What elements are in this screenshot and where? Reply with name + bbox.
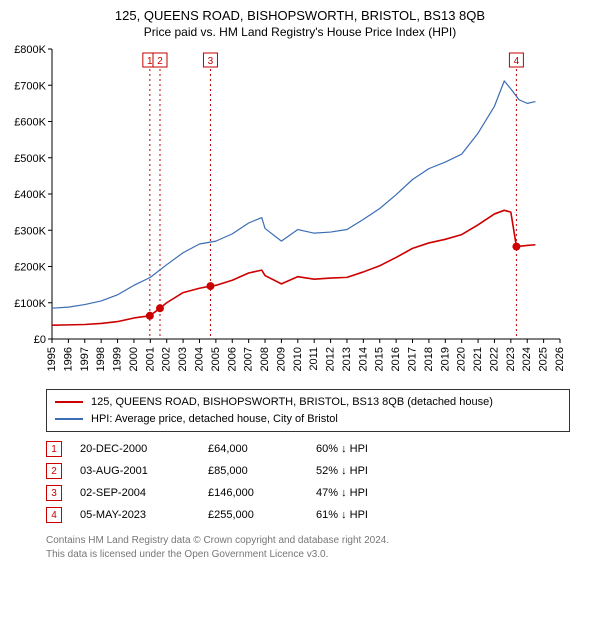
event-row: 3 02-SEP-2004 £146,000 47% ↓ HPI: [46, 482, 570, 504]
y-tick-label: £600K: [14, 117, 46, 129]
event-date: 20-DEC-2000: [80, 443, 190, 455]
page-title: 125, QUEENS ROAD, BISHOPSWORTH, BRISTOL,…: [8, 8, 592, 23]
x-tick-label: 2016: [390, 347, 402, 371]
footer-line1: Contains HM Land Registry data © Crown c…: [46, 534, 570, 548]
footer: Contains HM Land Registry data © Crown c…: [46, 534, 570, 562]
event-number: 1: [46, 441, 62, 457]
x-tick-label: 2024: [521, 347, 533, 371]
x-tick-label: 2012: [325, 347, 337, 371]
x-tick-label: 2021: [472, 347, 484, 371]
series-marker: [156, 304, 164, 312]
x-tick-label: 2000: [128, 347, 140, 371]
series-hpi: [52, 81, 535, 308]
x-tick-label: 1998: [95, 347, 107, 371]
event-date: 02-SEP-2004: [80, 487, 190, 499]
y-tick-label: £300K: [14, 225, 46, 237]
y-tick-label: £0: [34, 334, 46, 346]
page-subtitle: Price paid vs. HM Land Registry's House …: [8, 25, 592, 39]
x-tick-label: 2009: [275, 347, 287, 371]
event-number: 2: [46, 463, 62, 479]
x-tick-label: 1999: [112, 347, 124, 371]
y-tick-label: £500K: [14, 153, 46, 165]
x-tick-label: 2005: [210, 347, 222, 371]
y-tick-label: £100K: [14, 298, 46, 310]
x-tick-label: 2026: [554, 347, 566, 371]
y-tick-label: £700K: [14, 80, 46, 92]
x-tick-label: 1997: [79, 347, 91, 371]
legend-label: HPI: Average price, detached house, City…: [91, 411, 338, 428]
x-tick-label: 2011: [308, 347, 320, 371]
event-price: £64,000: [208, 443, 298, 455]
event-row: 1 20-DEC-2000 £64,000 60% ↓ HPI: [46, 438, 570, 460]
chart: £0 £100K £200K £300K £400K £500K £600K £700K £80…: [8, 45, 592, 385]
legend-swatch: [55, 401, 83, 403]
event-date: 03-AUG-2001: [80, 465, 190, 477]
x-tick-label: 2025: [538, 347, 550, 371]
y-tick-label: £400K: [14, 189, 46, 201]
marker-number: 3: [208, 56, 214, 67]
series-property: [52, 210, 535, 325]
series-marker: [206, 282, 214, 290]
event-price: £85,000: [208, 465, 298, 477]
x-tick-label: 2007: [243, 347, 255, 371]
x-tick-label: 2004: [193, 347, 205, 371]
x-tick-label: 2015: [374, 347, 386, 371]
x-tick-label: 2010: [292, 347, 304, 371]
legend-row: 125, QUEENS ROAD, BISHOPSWORTH, BRISTOL,…: [55, 394, 561, 411]
event-number: 4: [46, 507, 62, 523]
x-tick-label: 2018: [423, 347, 435, 371]
x-tick-label: 1995: [46, 347, 58, 371]
marker-number: 2: [157, 56, 163, 67]
x-tick-label: 2006: [226, 347, 238, 371]
marker-number: 1: [147, 56, 153, 67]
event-row: 2 03-AUG-2001 £85,000 52% ↓ HPI: [46, 460, 570, 482]
x-tick-label: 2019: [439, 347, 451, 371]
event-number: 3: [46, 485, 62, 501]
series-marker: [512, 243, 520, 251]
event-delta: 60% ↓ HPI: [316, 443, 570, 455]
legend-row: HPI: Average price, detached house, City…: [55, 411, 561, 428]
x-tick-label: 2008: [259, 347, 271, 371]
legend-swatch: [55, 418, 83, 420]
x-tick-label: 2020: [456, 347, 468, 371]
x-tick-label: 2014: [357, 347, 369, 371]
x-tick-label: 2002: [161, 347, 173, 371]
x-tick-label: 2003: [177, 347, 189, 371]
event-price: £146,000: [208, 487, 298, 499]
event-delta: 61% ↓ HPI: [316, 509, 570, 521]
x-tick-label: 2001: [144, 347, 156, 371]
legend-label: 125, QUEENS ROAD, BISHOPSWORTH, BRISTOL,…: [91, 394, 493, 411]
x-tick-label: 1996: [62, 347, 74, 371]
x-tick-label: 2022: [488, 347, 500, 371]
y-tick-label: £200K: [14, 262, 46, 274]
event-row: 4 05-MAY-2023 £255,000 61% ↓ HPI: [46, 504, 570, 526]
footer-line2: This data is licensed under the Open Gov…: [46, 548, 570, 562]
y-tick-label: £800K: [14, 45, 46, 56]
legend: 125, QUEENS ROAD, BISHOPSWORTH, BRISTOL,…: [46, 389, 570, 432]
x-tick-label: 2017: [407, 347, 419, 371]
marker-number: 4: [514, 56, 520, 67]
event-delta: 47% ↓ HPI: [316, 487, 570, 499]
chart-svg: £0 £100K £200K £300K £400K £500K £600K £700K £80…: [8, 45, 568, 385]
x-tick-label: 2013: [341, 347, 353, 371]
event-price: £255,000: [208, 509, 298, 521]
series-marker: [146, 312, 154, 320]
event-date: 05-MAY-2023: [80, 509, 190, 521]
event-delta: 52% ↓ HPI: [316, 465, 570, 477]
x-tick-label: 2023: [505, 347, 517, 371]
events-table: 1 20-DEC-2000 £64,000 60% ↓ HPI 2 03-AUG-2001…: [46, 438, 570, 526]
